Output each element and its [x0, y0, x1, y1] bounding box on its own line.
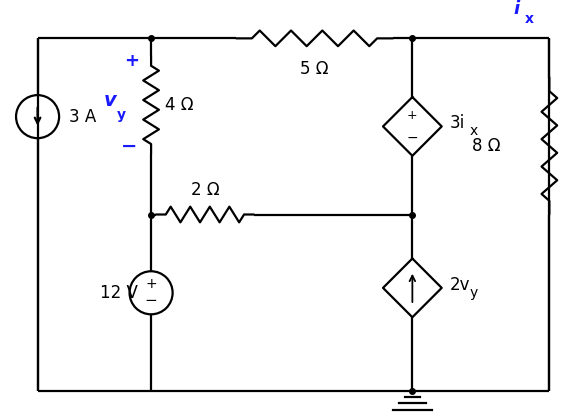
Text: 8 Ω: 8 Ω — [472, 137, 500, 155]
Text: +: + — [145, 277, 157, 291]
Text: v: v — [103, 90, 116, 110]
Text: 2 Ω: 2 Ω — [190, 181, 219, 199]
Text: y: y — [117, 108, 126, 122]
Text: −: − — [145, 294, 158, 308]
Text: 3 A: 3 A — [69, 108, 96, 126]
Text: +: + — [124, 52, 139, 70]
Text: +: + — [407, 109, 418, 122]
Text: 12 V: 12 V — [99, 284, 137, 302]
Text: x: x — [469, 124, 477, 138]
Text: 4 Ω: 4 Ω — [165, 96, 193, 114]
Text: 3i: 3i — [450, 115, 465, 132]
Text: y: y — [469, 286, 477, 300]
Text: x: x — [524, 12, 534, 26]
Text: 2v: 2v — [450, 276, 470, 294]
Text: i: i — [514, 0, 520, 18]
Text: −: − — [121, 136, 138, 155]
Text: 5 Ω: 5 Ω — [300, 60, 329, 78]
Text: −: − — [406, 131, 418, 144]
